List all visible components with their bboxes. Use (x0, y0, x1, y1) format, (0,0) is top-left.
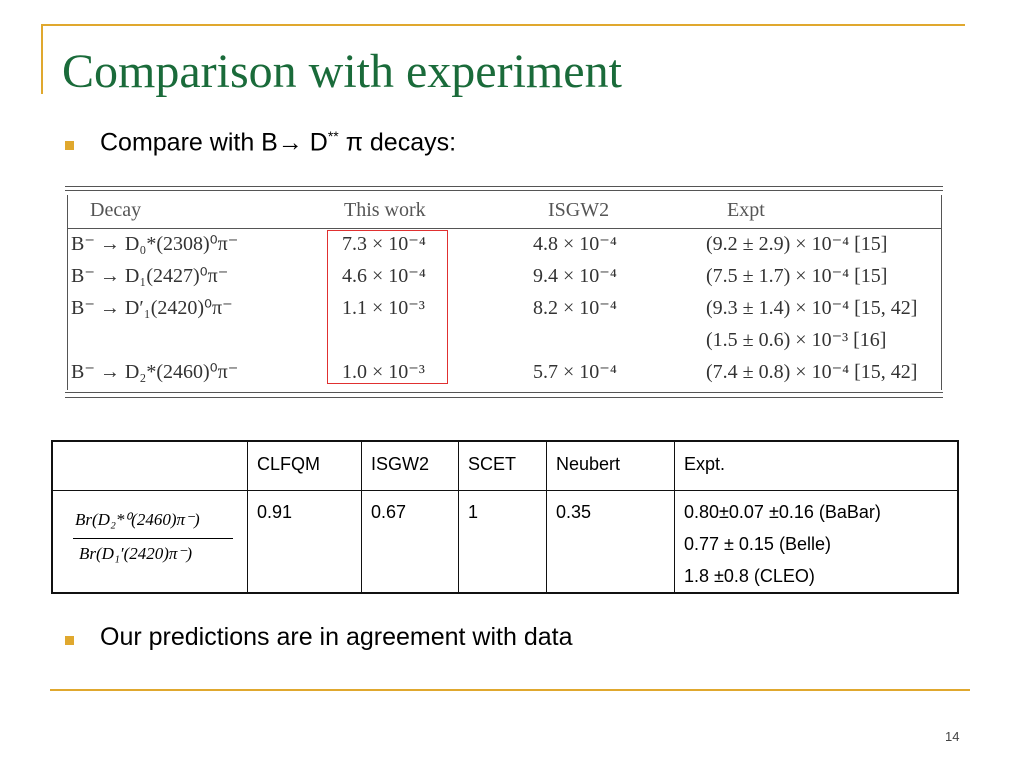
header-cell: ISGW2 (371, 454, 430, 474)
decay-cell: B⁻ → D₁(2427)⁰π⁻ (71, 265, 229, 287)
table-rule (67, 228, 941, 229)
highlight-box (327, 230, 448, 384)
cell: 0.80±0.07 ±0.16 (BaBar) (684, 502, 881, 522)
bullet-text: Compare with B→ D** π decays: (100, 128, 456, 157)
header-cell: Decay (90, 199, 142, 221)
table-border (941, 195, 942, 390)
header-cell: ISGW2 (548, 199, 610, 221)
header-cell: This work (344, 199, 426, 221)
decay-cell: B⁻ → D₂*(2460)⁰π⁻ (71, 361, 239, 383)
cell: 7.3 × 10⁻⁴ (342, 233, 426, 255)
cell: (7.5 ± 1.7) × 10⁻⁴ [15] (706, 265, 888, 287)
header-cell: CLFQM (257, 454, 320, 474)
row-line (53, 490, 957, 491)
header-cell: Expt. (684, 454, 726, 474)
column-line (546, 442, 547, 592)
cell: 1.1 × 10⁻³ (342, 297, 425, 319)
sup: ** (327, 128, 339, 144)
bullet (65, 636, 74, 645)
table-rule (65, 392, 943, 393)
column-line (361, 442, 362, 592)
table-rule (65, 190, 943, 191)
table-rule (65, 186, 943, 187)
bullet (65, 141, 74, 150)
cell: 1 (468, 502, 479, 522)
cell: 8.2 × 10⁻⁴ (533, 297, 617, 319)
cell: 4.8 × 10⁻⁴ (533, 233, 617, 255)
header-cell: Neubert (556, 454, 621, 474)
rule (50, 689, 970, 691)
text: Compare with B→ D (100, 128, 328, 157)
fraction-bar (73, 538, 233, 539)
cell: 0.35 (556, 502, 592, 522)
bullet-text: Our predictions are in agreement with da… (100, 623, 573, 651)
decay-cell: B⁻ → D₀*(2308)⁰π⁻ (71, 233, 239, 255)
column-line (674, 442, 675, 592)
column-line (458, 442, 459, 592)
cell: 0.91 (257, 502, 293, 522)
cell: 0.77 ± 0.15 (Belle) (684, 534, 831, 554)
rule (41, 24, 965, 26)
rule (41, 24, 43, 94)
page-number: 14 (945, 729, 960, 744)
header-cell: Expt (727, 199, 765, 221)
table-rule (65, 397, 943, 398)
cell: 5.7 × 10⁻⁴ (533, 361, 617, 383)
table2: CLFQM ISGW2 SCET Neubert Expt. Br(D₂*⁰(2460)π… (51, 440, 959, 594)
cell: 4.6 × 10⁻⁴ (342, 265, 426, 287)
cell: (9.3 ± 1.4) × 10⁻⁴ [15, 42] (706, 297, 918, 319)
header-cell: SCET (468, 454, 517, 474)
ratio-num: Br(D₂*⁰(2460)π⁻) (75, 510, 200, 529)
table-border (67, 195, 68, 390)
cell: (9.2 ± 2.9) × 10⁻⁴ [15] (706, 233, 888, 255)
decay-cell: B⁻ → D′₁(2420)⁰π⁻ (71, 297, 233, 319)
cell: (7.4 ± 0.8) × 10⁻⁴ [15, 42] (706, 361, 918, 383)
text: π decays: (338, 128, 457, 157)
cell: 1.0 × 10⁻³ (342, 361, 425, 383)
cell: 1.8 ±0.8 (CLEO) (684, 566, 815, 586)
ratio-den: Br(D₁′(2420)π⁻) (79, 544, 193, 563)
column-line (247, 442, 248, 592)
cell: 9.4 × 10⁻⁴ (533, 265, 617, 287)
cell: (1.5 ± 0.6) × 10⁻³ [16] (706, 329, 887, 351)
title: Comparison with experiment (62, 45, 622, 98)
cell: 0.67 (371, 502, 407, 522)
